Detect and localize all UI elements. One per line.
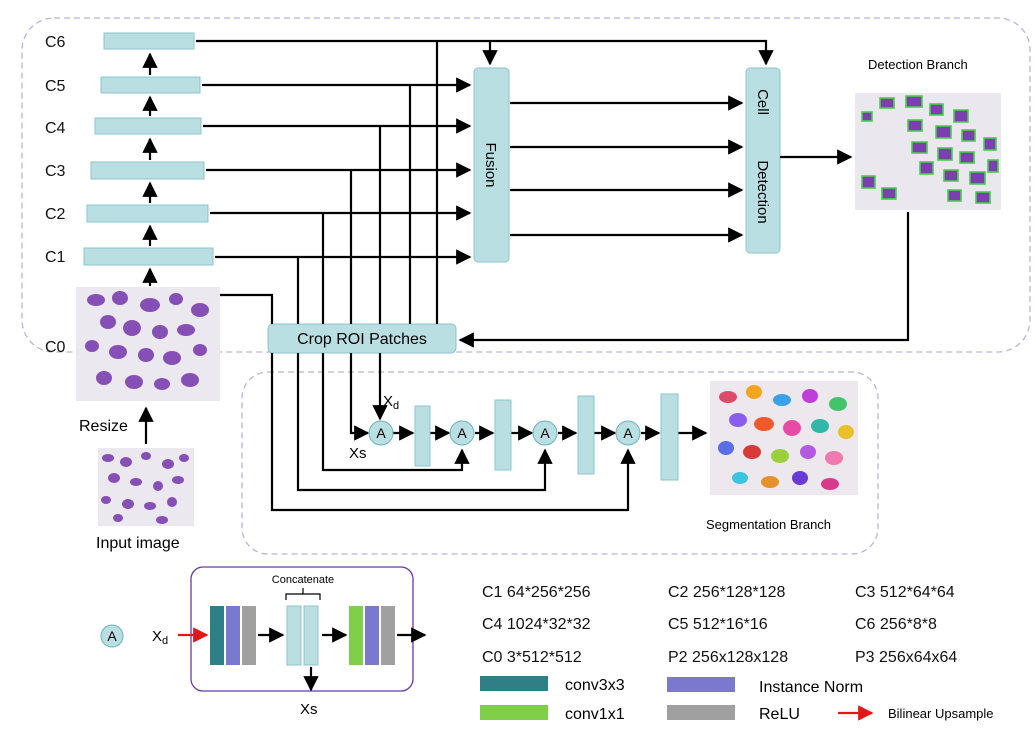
svg-text:A: A — [107, 628, 117, 644]
concatenate-label: Concatenate — [272, 574, 334, 586]
legend-norm-label: Instance Norm — [759, 679, 863, 696]
detection-image — [855, 93, 1001, 210]
block-c5 — [100, 76, 201, 94]
block-c1 — [83, 247, 214, 266]
module-concat-stack — [286, 605, 319, 666]
crop-roi-label: Crop ROI Patches — [297, 331, 427, 348]
detection-label: Detection — [754, 160, 771, 223]
label-c3: C3 — [45, 163, 66, 180]
block-c6 — [103, 32, 195, 50]
seg-xd-label: Xd — [383, 393, 399, 412]
resize-label: Resize — [79, 418, 128, 435]
module-stack-1 — [210, 606, 256, 665]
backbone — [83, 32, 214, 266]
svg-text:A: A — [376, 425, 386, 441]
label-c2: C2 — [45, 206, 66, 223]
c0-image — [76, 287, 220, 401]
svg-text:A: A — [623, 425, 633, 441]
shape-p3: P3 256x64x64 — [855, 649, 957, 666]
fusion-label: Fusion — [482, 142, 499, 187]
seg-block-3 — [577, 395, 595, 475]
legend-conv3-swatch — [480, 676, 548, 691]
legend: conv3x3 Instance Norm conv1x1 ReLU Bilin… — [480, 676, 994, 723]
segmentation-image — [710, 381, 858, 495]
shape-c6: C6 256*8*8 — [855, 616, 937, 633]
label-c5: C5 — [45, 78, 66, 95]
seg-block-1 — [414, 405, 431, 467]
seg-block-4 — [660, 393, 679, 481]
block-c4 — [94, 117, 202, 135]
input-image-label: Input image — [96, 535, 180, 552]
segmentation-region — [241, 371, 879, 555]
module-xs-label: Xs — [300, 701, 318, 718]
cell-label: Cell — [754, 89, 771, 115]
shape-c1: C1 64*256*256 — [482, 584, 591, 601]
detection-region — [21, 17, 1031, 353]
module-xd-label: Xd — [152, 628, 168, 647]
detection-branch-title: Detection Branch — [868, 57, 968, 72]
shape-c2: C2 256*128*128 — [668, 584, 786, 601]
shape-c3: C3 512*64*64 — [855, 584, 955, 601]
block-c2 — [86, 204, 209, 223]
input-image — [98, 448, 194, 526]
cell-detection-block — [745, 67, 781, 254]
legend-conv1-swatch — [480, 705, 548, 720]
seg-node-3: A — [532, 420, 558, 446]
label-c0: C0 — [45, 339, 66, 356]
module-node: A — [100, 624, 124, 648]
segmentation-branch-title: Segmentation Branch — [706, 517, 831, 532]
seg-node-2: A — [449, 420, 475, 446]
fusion-block — [473, 67, 510, 263]
legend-upsample-label: Bilinear Upsample — [888, 706, 994, 721]
legend-relu-label: ReLU — [759, 706, 800, 723]
legend-relu-swatch — [667, 705, 735, 720]
legend-norm-swatch — [667, 677, 735, 692]
label-c6: C6 — [45, 34, 66, 51]
shape-p2: P2 256x128x128 — [668, 649, 788, 666]
module-stack-2 — [349, 606, 395, 665]
legend-conv3-label: conv3x3 — [565, 677, 625, 694]
seg-node-1: A — [368, 420, 394, 446]
legend-conv1-label: conv1x1 — [565, 706, 625, 723]
label-c1: C1 — [45, 249, 66, 266]
seg-block-2 — [494, 399, 512, 471]
block-c3 — [90, 161, 205, 180]
svg-text:A: A — [540, 425, 550, 441]
svg-text:A: A — [457, 425, 467, 441]
seg-xs-label: Xs — [349, 445, 367, 462]
label-c4: C4 — [45, 120, 66, 137]
shape-c0: C0 3*512*512 — [482, 649, 582, 666]
shape-c5: C5 512*16*16 — [668, 616, 768, 633]
shape-c4: C4 1024*32*32 — [482, 616, 591, 633]
crop-roi-block — [267, 323, 457, 354]
seg-node-4: A — [615, 420, 641, 446]
